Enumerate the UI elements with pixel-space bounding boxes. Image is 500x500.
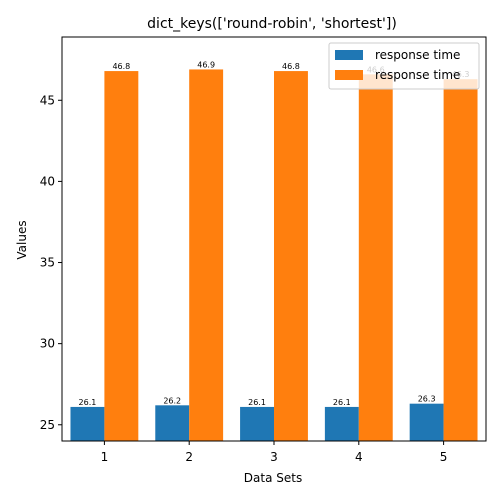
data-label-series-2-set-3: 46.8 bbox=[282, 62, 300, 71]
legend-label-1: response time bbox=[375, 48, 460, 62]
bar-series-2-set-3 bbox=[274, 71, 308, 441]
x-tick-label-1: 1 bbox=[101, 450, 109, 464]
bar-series-2-set-5 bbox=[443, 79, 478, 442]
y-axis-label: Values bbox=[15, 220, 29, 259]
x-tick-label-5: 5 bbox=[440, 450, 448, 464]
legend: response time response time bbox=[328, 42, 480, 90]
data-label-series-1-set-4: 26.1 bbox=[333, 398, 351, 407]
bar-series-1-set-2 bbox=[155, 405, 190, 441]
chart-title: dict_keys(['round-robin', 'shortest']) bbox=[147, 16, 397, 32]
bar-series-2-set-2 bbox=[189, 69, 224, 441]
x-tick-label-3: 3 bbox=[270, 450, 278, 464]
x-tick-label-4: 4 bbox=[355, 450, 363, 464]
y-tick-label-25: 25 bbox=[40, 418, 55, 432]
data-label-series-1-set-2: 26.2 bbox=[163, 396, 181, 405]
x-tick-label-2: 2 bbox=[185, 450, 193, 464]
x-axis-label: Data Sets bbox=[244, 471, 302, 485]
data-label-series-1-set-3: 26.1 bbox=[248, 398, 266, 407]
bar-series-1-set-3 bbox=[240, 406, 274, 441]
y-tick-label-30: 30 bbox=[40, 337, 55, 351]
legend-swatch-1 bbox=[335, 50, 363, 60]
data-label-series-1-set-5: 26.3 bbox=[418, 395, 436, 404]
y-tick-label-35: 35 bbox=[40, 256, 55, 270]
legend-box bbox=[328, 42, 480, 90]
data-label-series-2-set-1: 46.8 bbox=[112, 62, 130, 71]
legend-label-2: response time bbox=[375, 68, 460, 82]
y-tick-label-45: 45 bbox=[40, 93, 55, 107]
bar-series-1-set-5 bbox=[409, 403, 444, 441]
bar-series-2-set-1 bbox=[104, 71, 139, 441]
y-tick-label-40: 40 bbox=[40, 174, 55, 188]
bar-series-1-set-4 bbox=[324, 406, 359, 441]
bars-layer bbox=[70, 69, 478, 442]
bar-series-1-set-1 bbox=[70, 406, 105, 441]
data-label-series-2-set-2: 46.9 bbox=[197, 60, 215, 69]
bar-series-2-set-4 bbox=[358, 74, 393, 441]
legend-swatch-2 bbox=[335, 70, 363, 80]
data-label-series-1-set-1: 26.1 bbox=[79, 398, 97, 407]
